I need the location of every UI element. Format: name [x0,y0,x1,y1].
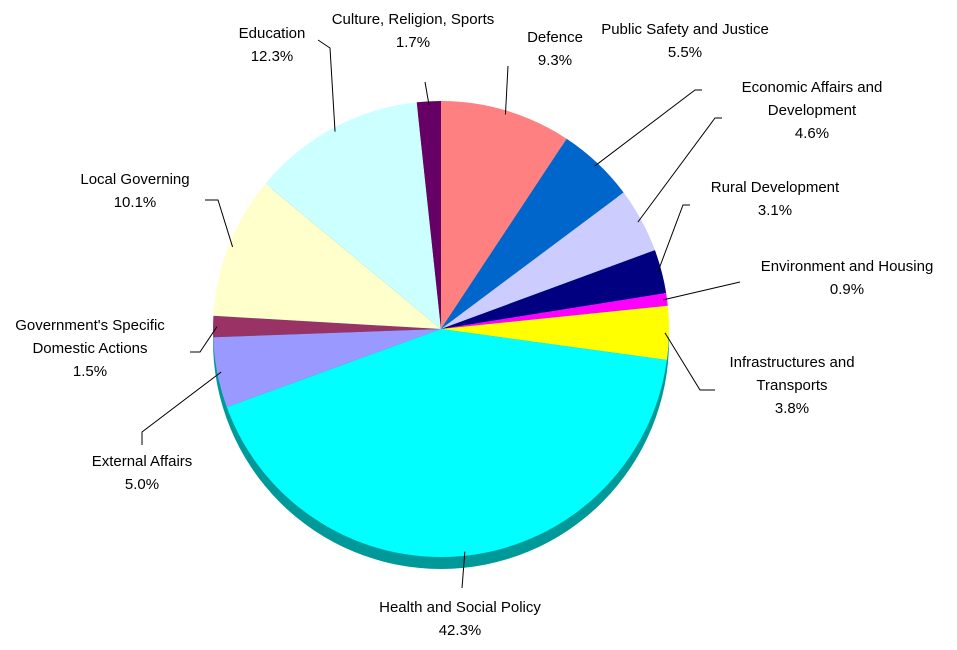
category-label: Culture, Religion, Sports [331,11,495,28]
leader-line [594,89,702,167]
value-label: 5.5% [667,44,703,61]
leader-line [141,371,222,445]
category-label: Rural Development [710,179,840,196]
pie-slice [441,293,668,329]
category-label: Environment and Housing [760,258,934,275]
slice-label: Public Safety and Justice 5.5% [585,18,785,64]
value-label: 3.1% [757,202,793,219]
slice-label: Health and Social Policy 42.3% [350,596,570,642]
category-label: Education [238,25,306,42]
pie-slice [441,101,567,329]
category-label: Public Safety and Justice [601,21,769,38]
category-label: Health and Social Policy [379,599,541,616]
value-label: 10.1% [113,194,157,211]
pie-slice [441,250,667,329]
leader-line [504,65,509,115]
value-label: 0.9% [829,281,865,298]
slice-label: Culture, Religion, Sports 1.7% [313,8,513,54]
value-label: 3.8% [774,400,810,417]
leader-line [461,551,466,589]
value-label: 1.7% [395,34,431,51]
slice-label: Defence 9.3% [495,26,615,72]
leader-line [637,117,722,223]
pie-slice [441,192,655,329]
pie-slice [441,305,669,361]
slice-label: Environment and Housing 0.9% [742,255,952,301]
leader-line [657,204,690,273]
category-label: Local Governing [80,171,190,188]
value-label: 5.0% [124,476,160,493]
pie-slice [226,329,667,558]
value-label: 9.3% [537,52,573,69]
value-label: 12.3% [250,48,294,65]
category-label: Economic Affairs and Development [741,79,883,119]
leader-line [424,81,430,106]
slice-label: Infrastructures and Transports 3.8% [712,351,872,420]
value-label: 4.6% [794,125,830,142]
leader-line [662,281,741,301]
leader-line [205,199,234,248]
slice-label: Government's Specific Domestic Actions 1.… [3,314,178,383]
value-label: 42.3% [438,622,482,639]
slice-label: Education 12.3% [212,22,332,68]
pie-slice [213,329,441,408]
category-label: External Affairs [91,453,193,470]
pie-slice [416,101,441,329]
value-label: 1.5% [72,363,108,380]
pie-slice [265,102,441,329]
pie-slice [213,183,441,329]
slice-label: Rural Development 3.1% [690,176,860,222]
category-label: Infrastructures and Transports [729,354,855,394]
slice-label: Economic Affairs and Development 4.6% [725,76,900,145]
slice-label: External Affairs 5.0% [62,450,222,496]
leader-line [190,326,218,353]
leader-line [317,39,336,132]
pie-slice [441,138,624,329]
slice-label: Local Governing 10.1% [55,168,215,214]
category-label: Government's Specific Domestic Actions [15,317,165,357]
category-label: Defence [527,29,583,46]
leader-line [664,332,715,391]
pie-slice [212,315,441,338]
